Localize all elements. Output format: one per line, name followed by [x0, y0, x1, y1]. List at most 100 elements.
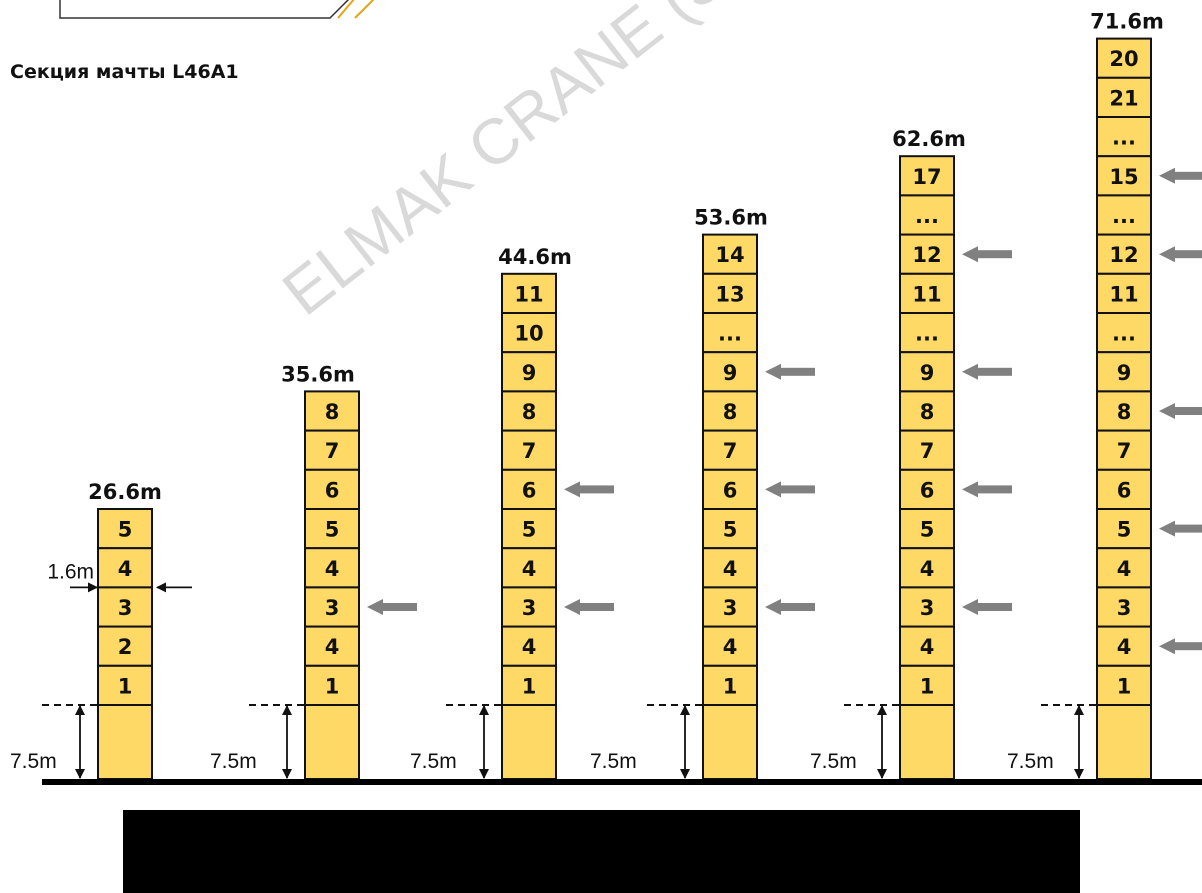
tie-in-arrow-head — [1159, 638, 1175, 655]
section-label: 4 — [1117, 557, 1132, 581]
section-label: ... — [915, 204, 939, 228]
section-label: 4 — [723, 557, 738, 581]
section-label: 3 — [118, 596, 133, 620]
section-label: 20 — [1109, 47, 1138, 71]
mast-base-section — [501, 704, 557, 780]
section-label: 6 — [522, 478, 537, 502]
section-label: 7 — [522, 439, 537, 463]
mast-section — [1096, 547, 1152, 589]
tie-in-arrow-head — [1159, 167, 1175, 184]
section-label: 3 — [522, 596, 537, 620]
tie-in-arrow-shaft — [578, 485, 614, 494]
section-label: 11 — [514, 282, 543, 306]
section-label: 1 — [325, 674, 340, 698]
tie-in-arrow-shaft — [779, 367, 815, 376]
section-label: 1 — [118, 674, 133, 698]
mast-section — [702, 508, 758, 550]
tie-in-arrow-shaft — [976, 485, 1012, 494]
base-height-label: 7.5m — [1007, 750, 1054, 773]
mast-section — [97, 547, 153, 589]
section-label: 10 — [514, 322, 543, 346]
section-label: 4 — [723, 635, 738, 659]
section-label: 17 — [912, 165, 941, 189]
tab-accent-line-2 — [354, 0, 375, 19]
mast-section — [702, 586, 758, 628]
mast-section — [1096, 272, 1152, 314]
tie-in-arrow-shaft — [1173, 642, 1202, 651]
section-label: 5 — [1117, 518, 1132, 542]
tie-in-arrow-shaft — [976, 250, 1012, 259]
section-label: 9 — [1117, 361, 1132, 385]
mast-section — [501, 547, 557, 589]
section-label: 4 — [522, 635, 537, 659]
section-label: 13 — [715, 282, 744, 306]
tie-in-arrow-shaft — [1173, 407, 1202, 415]
tie-in-arrow-shaft — [779, 485, 815, 494]
tie-in-arrow-head — [564, 481, 580, 498]
mast-section — [501, 664, 557, 706]
section-label: 4 — [325, 635, 340, 659]
mast-section — [899, 664, 955, 706]
section-label: 8 — [325, 400, 340, 424]
mast-section — [899, 194, 955, 236]
tie-in-arrow-shaft — [779, 603, 815, 611]
mast-section — [304, 468, 360, 510]
tie-in-arrow-head — [765, 481, 781, 498]
section-label: 6 — [723, 478, 738, 502]
mast-section — [899, 547, 955, 589]
mast-height-label: 26.6m — [88, 480, 162, 504]
section-label: 4 — [325, 557, 340, 581]
watermark: ELMAK CRANE (SHAN — [269, 0, 846, 329]
section-label: 14 — [715, 243, 744, 267]
page-title: Секция мачты L46A1 — [10, 61, 239, 83]
mast-section — [1096, 390, 1152, 432]
mast-section — [1096, 625, 1152, 667]
mast-section — [1096, 351, 1152, 393]
section-label: ... — [1112, 322, 1136, 346]
section-label: 3 — [325, 596, 340, 620]
section-label: 8 — [522, 400, 537, 424]
base-height-label: 7.5m — [810, 750, 857, 773]
section-label: 4 — [920, 557, 935, 581]
tie-in-arrow-head — [962, 481, 978, 498]
tie-in-arrow-shaft — [578, 603, 614, 611]
section-label: 3 — [723, 596, 738, 620]
section-label: 6 — [920, 478, 935, 502]
top-tab — [59, 0, 375, 19]
section-label: 7 — [920, 439, 935, 463]
section-label: 1 — [723, 674, 738, 698]
section-label: 7 — [325, 439, 340, 463]
section-label: 5 — [325, 518, 340, 542]
mast-section — [501, 429, 557, 471]
mast-section — [1096, 155, 1152, 197]
section-label: ... — [915, 322, 939, 346]
tie-in-arrow-head — [1159, 246, 1175, 263]
section-label: 15 — [1109, 165, 1138, 189]
base-height-label: 7.5m — [10, 750, 57, 773]
base-height-label: 7.5m — [410, 750, 457, 773]
mast-base-section — [702, 704, 758, 780]
section-label: 8 — [920, 400, 935, 424]
mast-section — [501, 508, 557, 550]
tie-in-arrow-head — [765, 599, 781, 615]
tie-in-arrow-shaft — [381, 603, 417, 611]
mast-section — [702, 272, 758, 314]
mast-section — [702, 233, 758, 275]
mast-section — [702, 429, 758, 471]
mast-section — [1096, 233, 1152, 275]
mast-section — [1096, 312, 1152, 354]
masts-group: 5432126.6m7.5m1.6m8765434135.6m7.5m11109… — [10, 10, 1202, 780]
section-label: 5 — [723, 518, 738, 542]
section-label: 1 — [522, 674, 537, 698]
mast-5: 17... 12 11... 9 8 7 6 5 4 3 4 1 62.6m 7.5m — [810, 127, 1012, 780]
mast-height-label: 62.6m — [892, 127, 966, 151]
mast-section — [702, 664, 758, 706]
mast-height-label: 71.6m — [1090, 10, 1164, 34]
tie-in-arrow-shaft — [1173, 250, 1202, 259]
base-height-label: 7.5m — [590, 750, 637, 773]
section-label: ... — [1112, 204, 1136, 228]
section-label: 9 — [920, 361, 935, 385]
section-label: 5 — [920, 518, 935, 542]
mast-1: 5 4 3 2 1 26.6m 7.5m — [10, 480, 162, 780]
mast-section — [304, 586, 360, 628]
